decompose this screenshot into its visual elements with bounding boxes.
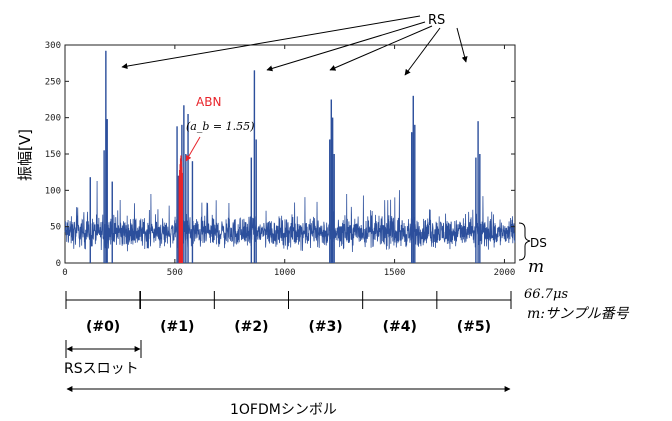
slot-label-0: (#0) — [86, 319, 120, 335]
slot-label-1: (#1) — [160, 319, 194, 335]
y-tick-label-4: 200 — [45, 114, 61, 124]
ofdm-caption: 1OFDMシンボル — [230, 402, 337, 418]
y-axis-label: 振幅[V] — [16, 129, 34, 181]
abn-marks — [178, 155, 183, 263]
y-tick-label-0: 0 — [56, 259, 61, 269]
y-tick-label-2: 100 — [45, 186, 61, 196]
slot-labels: (#0) (#1) (#2) (#3) (#4) (#5) — [86, 319, 491, 335]
x-tick-label-1: 500 — [167, 268, 183, 278]
peak-marks — [89, 50, 481, 263]
slot-label-3: (#3) — [308, 319, 342, 335]
slot-label-5: (#5) — [457, 319, 491, 335]
y-tick-label-6: 300 — [45, 41, 61, 51]
rs-arrow-1 — [121, 15, 421, 70]
abn-arrow — [185, 136, 201, 162]
slot-label-4: (#4) — [383, 319, 417, 335]
slot-label-2: (#2) — [234, 319, 268, 335]
rs-arrow-3 — [329, 25, 433, 71]
x-caption: m:サンプル番号 — [527, 306, 630, 322]
x-tick-label-3: 1500 — [384, 268, 406, 278]
rs-label: RS — [428, 13, 445, 28]
ds-label: DS — [530, 236, 547, 250]
rs-slot-caption: RSスロット — [64, 361, 139, 377]
x-axis: 0 500 1000 1500 2000 — [62, 45, 515, 278]
x-tick-label-2: 1000 — [274, 268, 296, 278]
y-tick-label-1: 50 — [50, 223, 61, 233]
rs-arrow-4 — [404, 27, 441, 76]
signal-series — [64, 50, 516, 252]
x-tick-label-0: 0 — [62, 268, 67, 278]
abn-formula: (a_b = 1.55) — [186, 120, 254, 133]
y-tick-label-3: 150 — [45, 150, 61, 160]
series-line — [64, 50, 516, 252]
rs-arrow-2 — [266, 21, 426, 72]
ds-brace — [518, 222, 531, 261]
y-axis: 0 50 100 150 200 250 300 — [45, 41, 515, 269]
duration-label: 66.7μs — [524, 287, 568, 302]
y-tick-label-5: 250 — [45, 77, 61, 87]
m-label: m — [528, 257, 544, 277]
slot-ticks — [65, 291, 512, 309]
abn-label: ABN — [196, 95, 221, 109]
x-tick-label-4: 2000 — [494, 268, 516, 278]
rs-arrow-5 — [456, 27, 468, 63]
